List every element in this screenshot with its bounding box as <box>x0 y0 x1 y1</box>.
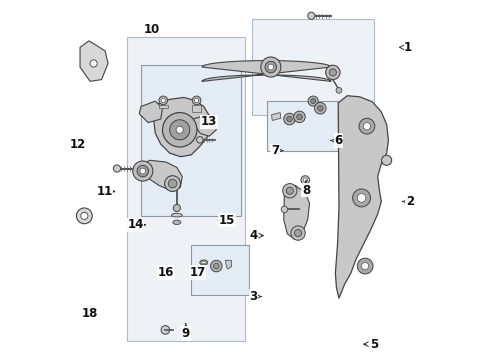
Ellipse shape <box>173 220 181 225</box>
Text: 2: 2 <box>402 195 414 208</box>
Circle shape <box>81 212 88 220</box>
Circle shape <box>357 194 366 202</box>
Circle shape <box>281 206 288 213</box>
Circle shape <box>211 260 222 272</box>
Circle shape <box>113 165 121 172</box>
Circle shape <box>291 226 305 240</box>
Polygon shape <box>192 105 201 112</box>
Text: 5: 5 <box>364 338 378 351</box>
Text: 15: 15 <box>218 214 235 227</box>
Text: 11: 11 <box>97 185 115 198</box>
Circle shape <box>90 60 97 67</box>
Bar <box>191 244 248 295</box>
Text: 10: 10 <box>144 23 160 36</box>
Ellipse shape <box>172 213 182 217</box>
Bar <box>267 101 338 151</box>
Circle shape <box>318 105 323 111</box>
Circle shape <box>308 12 315 19</box>
Circle shape <box>163 113 197 147</box>
Polygon shape <box>193 116 216 136</box>
Circle shape <box>294 229 302 237</box>
Text: 6: 6 <box>331 134 343 147</box>
Circle shape <box>315 103 326 114</box>
Circle shape <box>140 168 146 174</box>
Circle shape <box>214 263 219 269</box>
Circle shape <box>159 96 168 105</box>
Ellipse shape <box>201 261 206 264</box>
Circle shape <box>283 184 297 198</box>
Circle shape <box>362 262 368 270</box>
Text: 8: 8 <box>302 180 310 197</box>
Text: 9: 9 <box>182 324 190 340</box>
Polygon shape <box>153 98 211 157</box>
Text: 13: 13 <box>201 116 217 129</box>
Circle shape <box>296 114 302 120</box>
Text: 18: 18 <box>82 306 98 320</box>
Circle shape <box>301 176 310 184</box>
Text: 17: 17 <box>190 265 206 279</box>
Circle shape <box>308 96 318 106</box>
Polygon shape <box>143 160 182 191</box>
Circle shape <box>353 189 370 207</box>
Circle shape <box>133 161 153 181</box>
Text: 4: 4 <box>249 229 263 242</box>
Circle shape <box>336 87 342 93</box>
Circle shape <box>192 96 201 105</box>
Circle shape <box>265 61 276 73</box>
Polygon shape <box>335 96 389 298</box>
Circle shape <box>268 64 274 70</box>
Circle shape <box>137 165 148 177</box>
Text: 1: 1 <box>399 41 412 54</box>
Circle shape <box>165 176 180 192</box>
Circle shape <box>284 113 295 125</box>
Polygon shape <box>225 260 231 269</box>
Text: 3: 3 <box>249 290 261 303</box>
Bar <box>252 19 374 116</box>
Circle shape <box>303 178 307 182</box>
Text: 14: 14 <box>127 218 146 231</box>
Circle shape <box>161 325 170 334</box>
Circle shape <box>176 126 183 134</box>
Circle shape <box>161 98 166 103</box>
Text: 16: 16 <box>158 265 174 279</box>
Circle shape <box>170 120 190 140</box>
Circle shape <box>359 118 375 134</box>
Polygon shape <box>80 41 108 81</box>
Polygon shape <box>284 185 310 239</box>
Circle shape <box>196 136 203 143</box>
Polygon shape <box>139 101 163 123</box>
Bar <box>141 65 242 216</box>
Circle shape <box>261 57 281 77</box>
Text: 7: 7 <box>271 144 283 157</box>
Circle shape <box>294 111 305 123</box>
Circle shape <box>287 116 293 122</box>
Circle shape <box>326 65 340 80</box>
Circle shape <box>173 204 180 212</box>
Circle shape <box>168 179 177 188</box>
Polygon shape <box>159 105 168 108</box>
Circle shape <box>382 155 392 165</box>
Polygon shape <box>271 113 281 121</box>
Circle shape <box>76 208 92 224</box>
Circle shape <box>329 69 337 76</box>
Circle shape <box>195 98 199 103</box>
Polygon shape <box>202 60 331 81</box>
Circle shape <box>357 258 373 274</box>
Circle shape <box>311 99 316 104</box>
Circle shape <box>286 187 294 194</box>
Bar <box>126 37 245 341</box>
Text: 12: 12 <box>70 138 86 151</box>
Ellipse shape <box>200 260 208 265</box>
Circle shape <box>364 123 370 130</box>
